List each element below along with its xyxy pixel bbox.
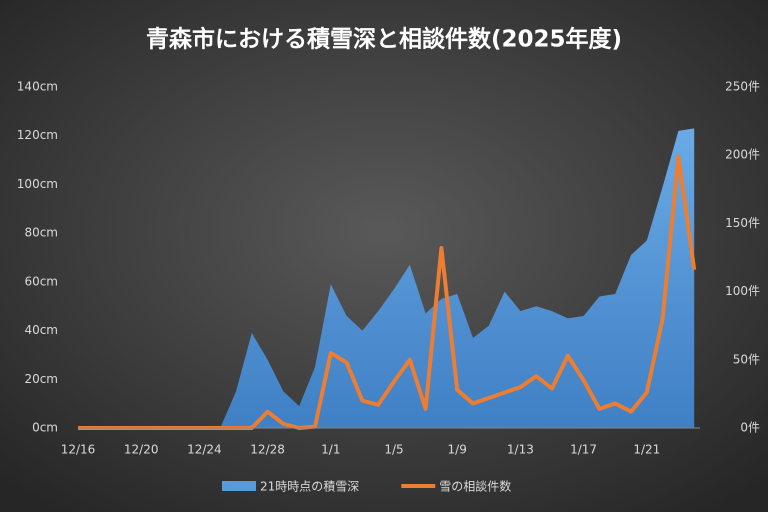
y2-tick-label: 50件 [733, 352, 760, 366]
legend-label: 雪の相談件数 [439, 479, 511, 494]
y-tick-label: 0cm [32, 421, 58, 435]
legend-label: 21時時点の積雪深 [260, 479, 359, 494]
y2-tick-label: 200件 [725, 148, 760, 162]
x-tick-label: 1/13 [507, 443, 534, 457]
y-tick-label: 100cm [17, 177, 58, 191]
x-tick-label: 12/16 [61, 443, 96, 457]
area [78, 128, 695, 428]
y2-tick-label: 150件 [725, 216, 760, 230]
x-tick-label: 1/9 [448, 443, 467, 457]
y-tick-label: 80cm [24, 226, 58, 240]
x-tick-label: 12/24 [187, 443, 222, 457]
y2-tick-label: 0件 [740, 421, 760, 435]
legend-swatch [222, 481, 256, 491]
chart-title: 青森市における積雪深と相談件数(2025年度) [146, 26, 622, 53]
y-tick-label: 60cm [24, 274, 58, 288]
y-tick-label: 140cm [17, 80, 58, 94]
x-tick-label: 1/21 [633, 443, 660, 457]
x-tick-label: 1/1 [321, 443, 340, 457]
y2-tick-label: 100件 [725, 284, 760, 298]
x-tick-label: 1/5 [384, 443, 403, 457]
x-tick-label: 12/20 [124, 443, 159, 457]
y-tick-label: 120cm [17, 128, 58, 142]
x-tick-label: 12/28 [250, 443, 285, 457]
x-tick-label: 1/17 [570, 443, 597, 457]
y-tick-label: 20cm [24, 372, 58, 386]
y-tick-label: 40cm [24, 323, 58, 337]
y2-tick-label: 250件 [725, 80, 760, 94]
